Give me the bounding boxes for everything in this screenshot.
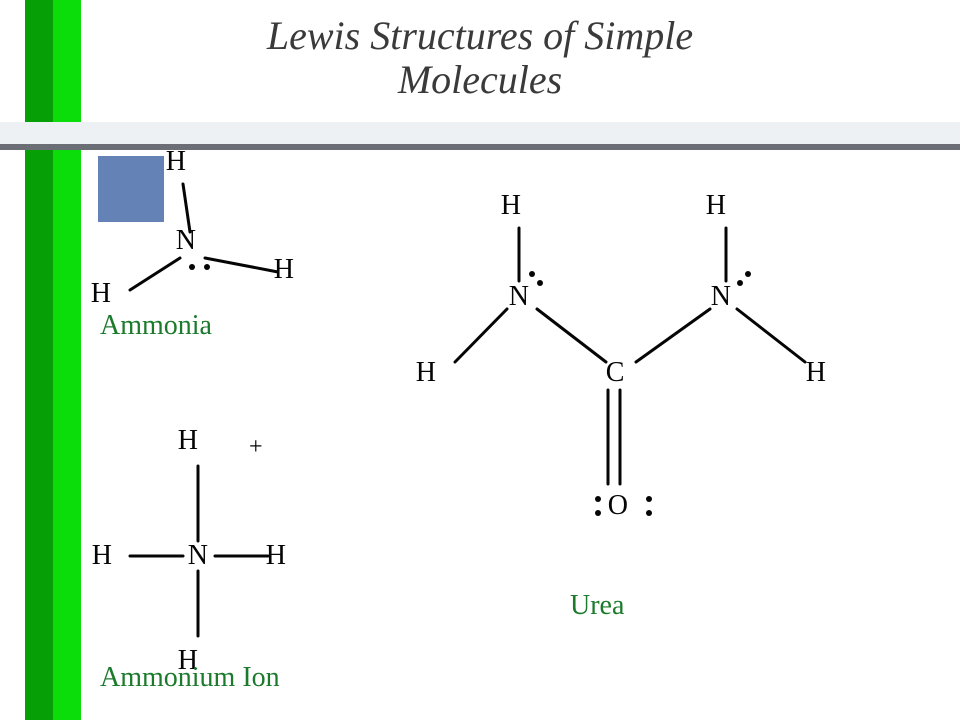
ammonium-H-left: H bbox=[92, 540, 112, 572]
ammonium-N: N bbox=[188, 540, 208, 572]
urea-H-r-top: H bbox=[706, 190, 726, 222]
ammonium-H-top: H bbox=[178, 425, 198, 457]
ammonia-H-right: H bbox=[274, 254, 294, 286]
divider-dark bbox=[0, 144, 960, 150]
ammonium-ion-label: Ammonium Ion bbox=[100, 662, 280, 694]
urea-H-far-right: H bbox=[806, 357, 826, 389]
ammonium-H-right: H bbox=[266, 540, 286, 572]
blue-square bbox=[98, 156, 164, 222]
divider-light bbox=[0, 122, 960, 144]
urea-H-l-top: H bbox=[501, 190, 521, 222]
ammonium-charge: + bbox=[249, 434, 263, 461]
urea-N-right: N bbox=[711, 281, 731, 313]
urea-O: O bbox=[608, 490, 628, 522]
green-stripe-dark bbox=[25, 0, 53, 720]
title-line-2: Molecules bbox=[398, 57, 562, 102]
urea-label: Urea bbox=[570, 590, 624, 622]
urea-N-left: N bbox=[509, 281, 529, 313]
green-stripe-light bbox=[53, 0, 81, 720]
ammonia-label: Ammonia bbox=[100, 310, 212, 342]
urea-C: C bbox=[606, 357, 625, 389]
ammonia-H-top: H bbox=[166, 146, 186, 178]
ammonia-H-left: H bbox=[91, 278, 111, 310]
slide: Lewis Structures of Simple Molecules N H… bbox=[0, 0, 960, 720]
ammonia-N: N bbox=[176, 225, 196, 257]
title-line-1: Lewis Structures of Simple bbox=[267, 13, 693, 58]
urea-H-far-left: H bbox=[416, 357, 436, 389]
slide-title: Lewis Structures of Simple Molecules bbox=[0, 14, 960, 102]
